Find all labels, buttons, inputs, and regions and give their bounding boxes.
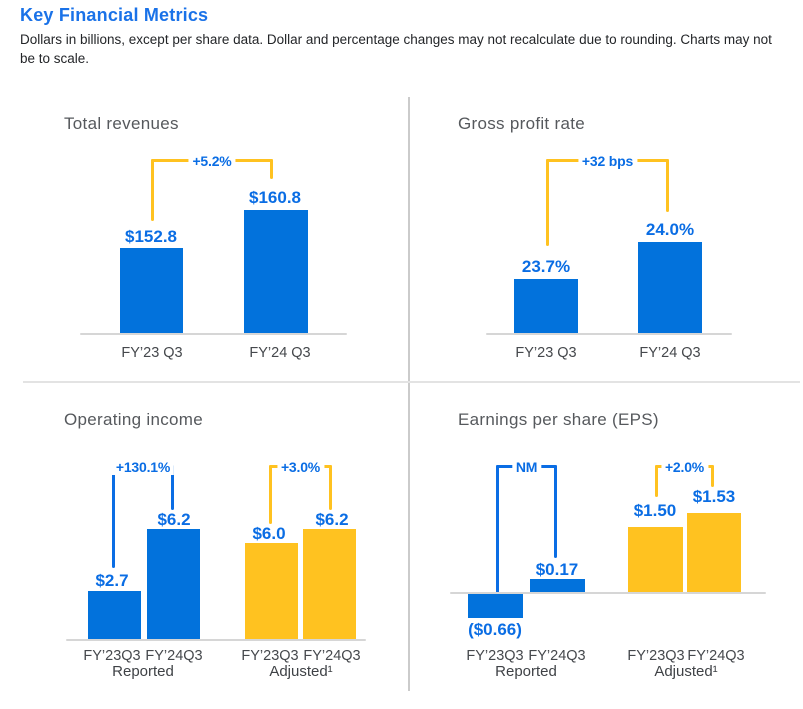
tick-label: FY’24Q3 xyxy=(303,648,361,664)
value-label: ($0.66) xyxy=(468,620,522,639)
tick-label: FY’24Q3 xyxy=(687,648,745,664)
chart-title: Operating income xyxy=(64,410,203,429)
tick-label: FY’24 Q3 xyxy=(249,345,311,361)
tick-label: FY’23Q3 xyxy=(83,648,141,664)
bracket-leg-left xyxy=(112,465,115,568)
bracket-leg-left xyxy=(269,465,272,524)
value-label: $152.8 xyxy=(125,227,177,246)
value-label: $6.0 xyxy=(252,524,286,543)
bar-reported-fy24q3 xyxy=(147,529,200,640)
value-label: $6.2 xyxy=(315,510,349,529)
bracket-leg-right xyxy=(329,465,332,510)
bar-reported-fy23q3 xyxy=(88,591,141,640)
chart-title: Gross profit rate xyxy=(458,114,585,133)
page-subtitle: Dollars in billions, except per share da… xyxy=(20,32,772,67)
bar-fy24-q3 xyxy=(638,242,702,333)
tick-label: FY’23Q3 xyxy=(627,648,685,664)
bracket-leg-left xyxy=(496,465,499,593)
value-label: $1.53 xyxy=(692,487,736,506)
tick-label: FY’23Q3 xyxy=(241,648,299,664)
tick-label: FY’23 Q3 xyxy=(515,345,577,361)
bracket-leg-left xyxy=(151,159,154,221)
page-title: Key Financial Metrics xyxy=(20,5,209,25)
group-label-reported: Reported xyxy=(112,663,174,680)
chart-title: Total revenues xyxy=(64,114,179,133)
tick-label: FY’24Q3 xyxy=(145,648,203,664)
tick-label: FY’24 Q3 xyxy=(639,345,701,361)
chart-title: Earnings per share (EPS) xyxy=(458,410,659,429)
tick-label: FY’23Q3 xyxy=(466,648,524,664)
change-label: +2.0% xyxy=(660,459,709,475)
bar-reported-fy23q3-negative xyxy=(468,593,523,618)
change-label: +5.2% xyxy=(188,153,236,169)
value-label: $1.50 xyxy=(633,501,677,520)
bar-adjusted-fy24q3 xyxy=(303,529,356,640)
bracket-leg-left xyxy=(546,159,549,246)
bracket-leg-right xyxy=(171,465,174,510)
bracket-leg-right xyxy=(554,465,557,558)
change-label: +130.1% xyxy=(111,459,175,475)
bracket-leg-right xyxy=(270,159,273,179)
bar-adjusted-fy23q3 xyxy=(245,543,298,640)
bracket-leg-right xyxy=(666,159,669,212)
bar-fy23-q3 xyxy=(514,279,578,333)
bracket-leg-left xyxy=(655,465,658,497)
bracket-leg-right xyxy=(711,465,714,487)
value-label: 24.0% xyxy=(645,220,695,239)
bar-fy23-q3 xyxy=(120,248,183,334)
bar-adjusted-fy23q3 xyxy=(628,527,683,593)
bar-fy24-q3 xyxy=(244,210,308,334)
change-label: NM xyxy=(511,459,542,475)
axis-line xyxy=(450,592,766,594)
axis-line xyxy=(66,639,366,641)
group-label-reported: Reported xyxy=(495,663,557,680)
panel-divider-vertical xyxy=(408,97,410,691)
tick-label: FY’23 Q3 xyxy=(121,345,183,361)
group-label-adjusted: Adjusted¹ xyxy=(269,663,333,680)
tick-label: FY’24Q3 xyxy=(528,648,586,664)
axis-line xyxy=(80,333,347,335)
bar-reported-fy24q3 xyxy=(530,579,585,593)
change-label: +32 bps xyxy=(577,153,638,169)
bar-adjusted-fy24q3 xyxy=(687,513,741,593)
change-label: +3.0% xyxy=(276,459,325,475)
value-label: $6.2 xyxy=(157,510,191,529)
value-label: $160.8 xyxy=(249,188,301,207)
group-label-adjusted: Adjusted¹ xyxy=(654,663,718,680)
value-label: $0.17 xyxy=(535,560,579,579)
value-label: $2.7 xyxy=(95,571,129,590)
value-label: 23.7% xyxy=(521,257,571,276)
axis-line xyxy=(486,333,732,335)
panel-divider-horizontal xyxy=(23,381,800,383)
